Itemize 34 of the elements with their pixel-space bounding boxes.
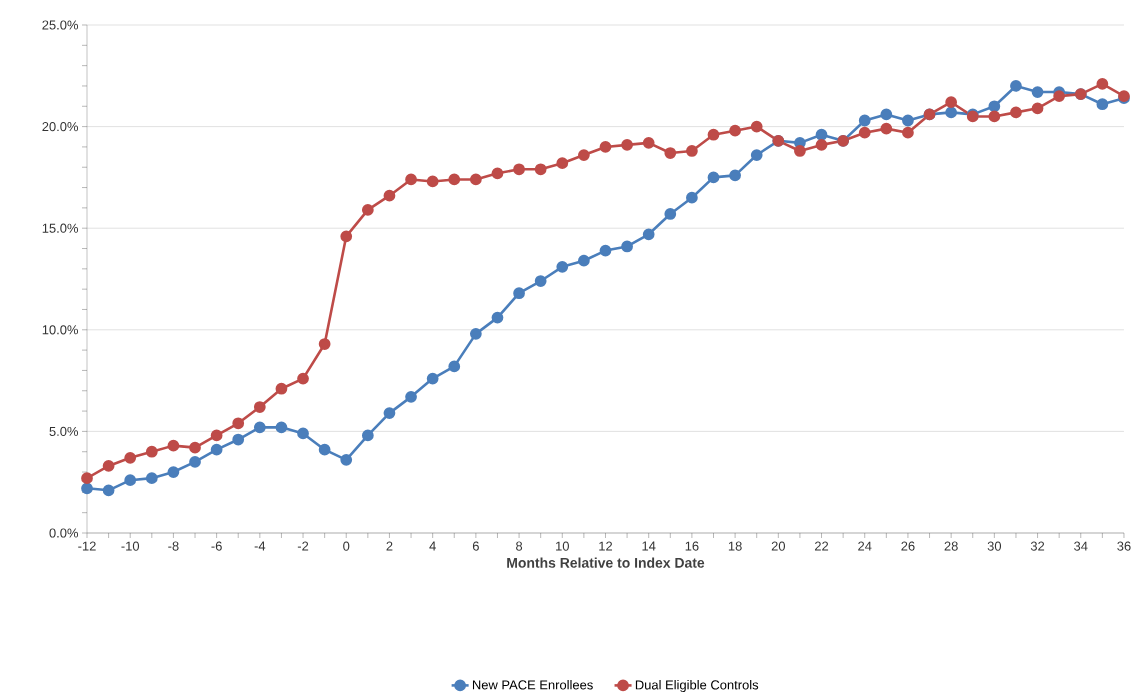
y-tick-label: 5.0% [49, 426, 79, 436]
x-axis-title: Months Relative to Index Date [507, 557, 705, 568]
x-tick-label: 8 [516, 541, 523, 551]
x-tick-label: -6 [211, 541, 222, 551]
x-tick-label: 30 [987, 541, 1002, 551]
x-tick-label: 12 [599, 541, 613, 551]
x-tick-label: 26 [901, 541, 915, 551]
y-tick-label: 20.0% [42, 122, 79, 132]
x-tick-label: -4 [254, 541, 266, 551]
x-tick-label: -8 [168, 541, 179, 551]
x-tick-label: 2 [386, 541, 393, 551]
y-tick-label: 0.0% [49, 528, 79, 538]
x-tick-label: 4 [429, 541, 436, 551]
y-tick-label: 25.0% [42, 20, 79, 30]
x-tick-label: 16 [685, 541, 699, 551]
x-tick-label: 28 [944, 541, 958, 551]
x-tick-label: -10 [121, 541, 140, 551]
x-tick-label: 36 [1117, 541, 1131, 551]
x-tick-label: 22 [814, 541, 829, 551]
x-tick-label: -12 [78, 541, 96, 551]
legend-label: Dual Eligible Controls [635, 679, 759, 693]
x-tick-label: 10 [556, 541, 569, 551]
x-tick-label: 34 [1074, 541, 1088, 551]
x-tick-label: 0 [343, 541, 350, 551]
x-tick-label: 14 [642, 541, 656, 551]
x-tick-label: 24 [858, 541, 872, 551]
y-tick-label: 15.0% [42, 223, 79, 233]
y-tick-label: 10.0% [42, 325, 79, 335]
x-tick-label: 20 [771, 541, 786, 551]
x-tick-label: -2 [297, 541, 309, 551]
legend-label: New PACE Enrollees [472, 679, 593, 690]
x-tick-label: 18 [728, 541, 742, 551]
x-tick-label: 32 [1030, 541, 1045, 551]
x-tick-label: 6 [472, 541, 479, 551]
